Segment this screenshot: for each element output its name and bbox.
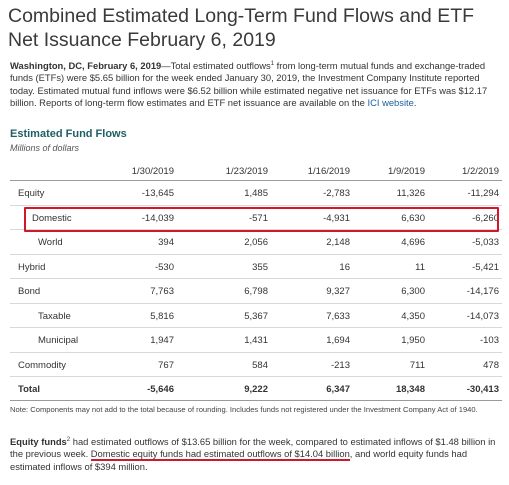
table-cell: -14,039 [141, 213, 174, 224]
table-cell: 4,696 [401, 237, 425, 248]
footer-footnote-ref: 2 [66, 436, 71, 443]
table-row: Municipal 1,947 1,431 1,694 1,950 -103 [10, 329, 502, 353]
row-label: Hybrid [18, 262, 46, 273]
equity-funds-paragraph: Equity funds2 had estimated outflows of … [10, 436, 505, 473]
table-cell: -11,294 [467, 188, 499, 199]
table-cell: -13,645 [141, 188, 174, 199]
table-cell: 5,367 [244, 311, 268, 322]
table-cell: 584 [252, 360, 268, 371]
equity-funds-label: Equity funds [10, 436, 67, 447]
table-note: Note: Components may not add to the tota… [10, 405, 478, 414]
footer-text-a: had estimated outflows of $13.65 billion… [10, 436, 496, 460]
row-label: Equity [18, 188, 45, 199]
table-cell: -2,783 [323, 188, 350, 199]
table-cell: 6,300 [401, 286, 425, 297]
table-cell: -6,260 [472, 213, 499, 224]
table-cell: 16 [339, 262, 350, 273]
table-cell: 18,348 [395, 384, 425, 395]
table-cell: -5,033 [472, 237, 499, 248]
table-cell: 355 [252, 262, 268, 273]
column-header: 1/23/2019 [225, 166, 268, 177]
table-cell: -5,646 [147, 384, 174, 395]
table-row-divider [10, 400, 502, 401]
row-label: Taxable [38, 311, 71, 322]
table-cell: 6,347 [326, 384, 350, 395]
table-row-divider [10, 376, 502, 377]
table-cell: 7,633 [326, 311, 350, 322]
table-cell: -14,176 [466, 286, 499, 297]
column-header: 1/30/2019 [131, 166, 174, 177]
table-cell: -571 [248, 213, 268, 224]
column-header: 1/2/2019 [462, 166, 499, 177]
table-row: Total -5,646 9,222 6,347 18,348 -30,413 [10, 378, 502, 402]
table-row: World 394 2,056 2,148 4,696 -5,033 [10, 231, 502, 255]
table-row-divider [10, 303, 502, 304]
table-cell: -103 [479, 335, 499, 346]
table-row-divider [10, 205, 502, 206]
table-cell: 2,148 [326, 237, 350, 248]
table-cell: 5,816 [150, 311, 174, 322]
table-cell: 4,350 [401, 311, 425, 322]
table-cell: 6,630 [401, 213, 425, 224]
domestic-row-highlight [24, 207, 499, 232]
table-cell: 711 [409, 360, 425, 371]
row-label: Commodity [18, 360, 67, 371]
table-cell: 1,431 [244, 335, 268, 346]
table-cell: 1,485 [244, 188, 268, 199]
intro-text-b: from long-term mutual funds and exchange… [10, 60, 488, 108]
table-cell: 9,222 [244, 384, 268, 395]
table-row-divider [10, 254, 502, 255]
table-cell: 6,798 [244, 286, 268, 297]
ici-website-link[interactable]: ICI website [367, 96, 414, 108]
table-cell: 767 [158, 360, 174, 371]
table-row-divider [10, 278, 502, 279]
table-row: Taxable 5,816 5,367 7,633 4,350 -14,073 [10, 305, 502, 329]
table-row: Hybrid -530 355 16 11 -5,421 [10, 256, 502, 280]
table-row: Commodity 767 584 -213 711 478 [10, 354, 502, 378]
domestic-equity-underlined-sentence: Domestic equity funds had estimated outf… [90, 448, 350, 462]
table-cell: -213 [330, 360, 350, 371]
section-subtitle: Millions of dollars [10, 143, 80, 153]
table-row-divider [10, 180, 502, 181]
table-cell: 11 [415, 262, 425, 273]
table-cell: 1,947 [150, 335, 174, 346]
row-label: Domestic [32, 213, 72, 224]
table-row: Bond 7,763 6,798 9,327 6,300 -14,176 [10, 280, 502, 304]
table-row-divider [10, 229, 502, 230]
table-cell: 7,763 [150, 286, 174, 297]
table-cell: 394 [158, 237, 174, 248]
intro-paragraph: Washington, DC, February 6, 2019—Total e… [10, 60, 500, 109]
table-row: Domestic -14,039 -571 -4,931 6,630 -6,260 [10, 207, 502, 231]
row-label: World [38, 237, 63, 248]
section-title: Estimated Fund Flows [10, 128, 127, 140]
table-cell: -14,073 [466, 311, 499, 322]
table-cell: -30,413 [466, 384, 499, 395]
page-title: Combined Estimated Long-Term Fund Flows … [8, 5, 475, 51]
column-header: 1/9/2019 [388, 166, 425, 177]
column-header: 1/16/2019 [307, 166, 350, 177]
row-label: Municipal [38, 335, 79, 346]
table-cell: -4,931 [323, 213, 350, 224]
dateline: Washington, DC, February 6, 2019 [10, 60, 162, 71]
table-cell: 1,950 [401, 335, 425, 346]
table-cell: 478 [483, 360, 499, 371]
row-label: Bond [18, 286, 41, 297]
table-row-divider [10, 327, 502, 328]
row-label: Total [18, 384, 40, 395]
intro-text-c: . [413, 96, 417, 108]
table-cell: -530 [154, 262, 174, 273]
table-cell: 9,327 [326, 286, 350, 297]
table-cell: 2,056 [244, 237, 268, 248]
intro-footnote-ref: 1 [270, 60, 275, 67]
table-cell: 11,326 [396, 188, 425, 199]
table-header-row: 1/30/2019 1/23/2019 1/16/2019 1/9/2019 1… [10, 160, 502, 184]
table-row: Equity -13,645 1,485 -2,783 11,326 -11,294 [10, 182, 502, 206]
footer-text-b: , and world equity funds had estimated i… [10, 448, 468, 472]
table-cell: 1,694 [326, 335, 350, 346]
intro-text-a: —Total estimated outflows [161, 60, 271, 71]
table-cell: -5,421 [472, 262, 499, 273]
table-row-divider [10, 352, 502, 353]
